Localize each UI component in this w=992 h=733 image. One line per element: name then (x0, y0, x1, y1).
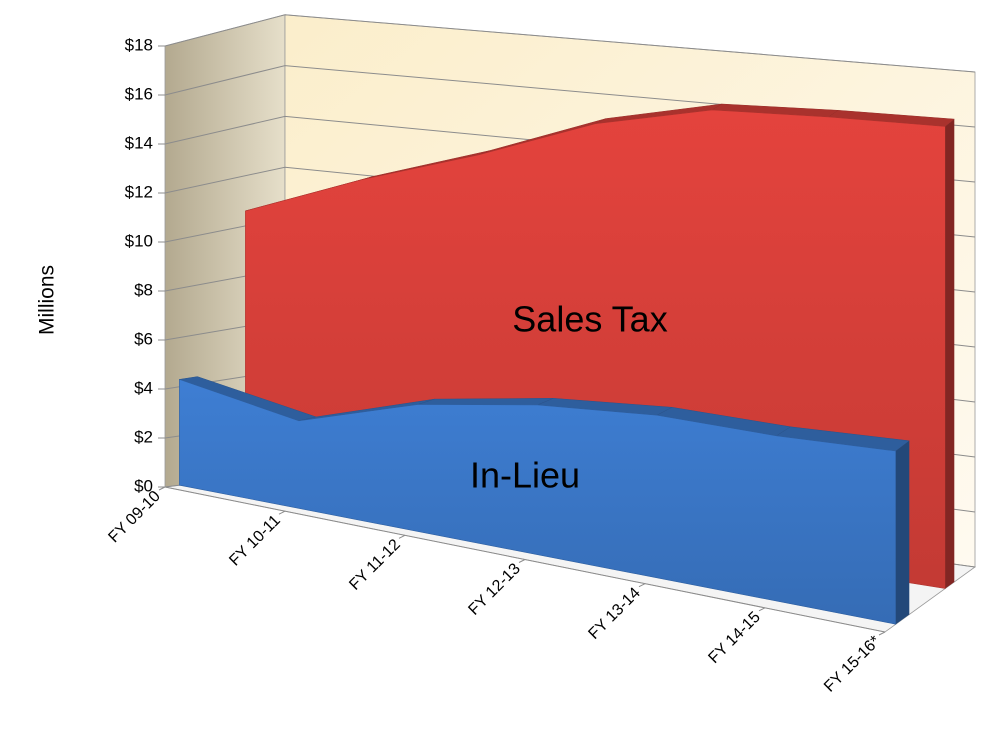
x-tick-label: FY 13-14 (585, 584, 643, 642)
x-tick-mark (158, 486, 166, 491)
x-tick-label: FY 10-11 (226, 512, 284, 570)
x-tick-mark (878, 631, 886, 636)
grid-line (164, 14, 976, 73)
y-tick-label: $16 (125, 84, 153, 103)
y-tick-label: $8 (134, 280, 153, 299)
x-tick-label: FY 15-16* (821, 633, 884, 696)
y-tick-label: $14 (125, 133, 153, 152)
x-tick-label: FY 09-10 (105, 488, 163, 546)
x-tick-mark (518, 559, 526, 563)
areas (179, 103, 955, 625)
area-side (945, 119, 955, 589)
y-tick-label: $10 (125, 231, 153, 250)
series-label: Sales Tax (512, 299, 667, 340)
series-label: In-Lieu (470, 455, 580, 496)
x-tick-mark (758, 607, 766, 612)
x-tick-mark (638, 583, 646, 588)
area-top (418, 398, 554, 406)
y-axis-title: Millions (36, 265, 59, 335)
x-tick-mark (398, 534, 406, 539)
y-tick-label: $12 (125, 182, 153, 201)
y-tick-label: $4 (134, 378, 153, 397)
y-tick-label: $2 (134, 427, 153, 446)
area-side (895, 440, 910, 625)
x-tick-label: FY 14-15 (705, 609, 763, 667)
y-tick-label: $6 (134, 329, 153, 348)
y-tick-label: $18 (125, 35, 153, 54)
x-tick-mark (278, 510, 286, 515)
x-tick-label: FY 12-13 (465, 560, 523, 618)
x-tick-label: FY 11-12 (346, 536, 404, 594)
y-tick-label: $0 (134, 476, 153, 495)
area (179, 378, 897, 625)
